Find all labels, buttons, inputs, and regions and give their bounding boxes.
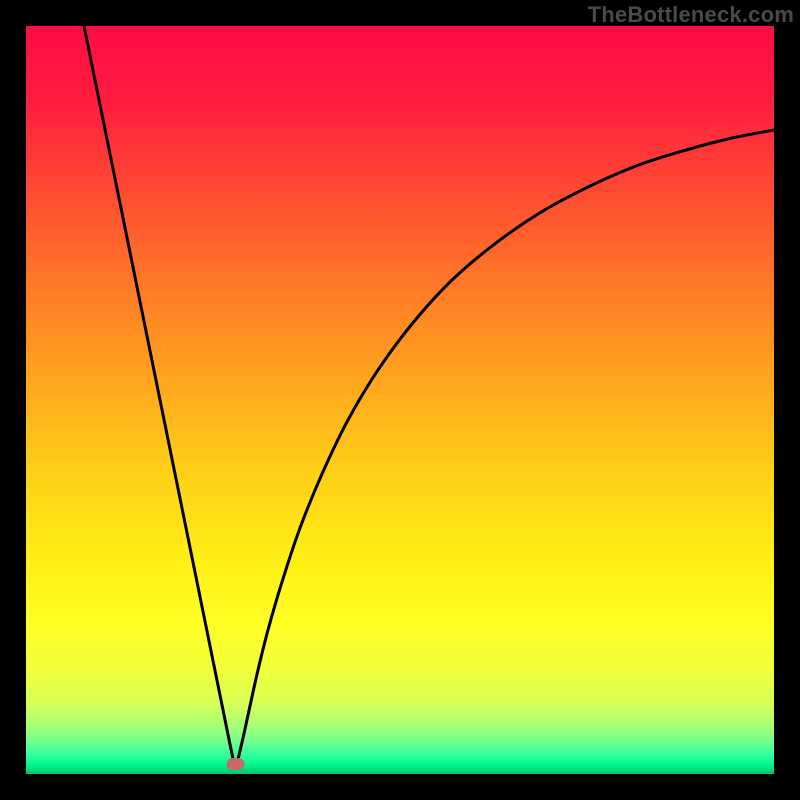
plot-gradient-background — [26, 26, 774, 774]
chart-container: TheBottleneck.com — [0, 0, 800, 800]
optimal-point-marker — [227, 758, 245, 770]
watermark-text: TheBottleneck.com — [588, 2, 794, 28]
chart-svg — [0, 0, 800, 800]
